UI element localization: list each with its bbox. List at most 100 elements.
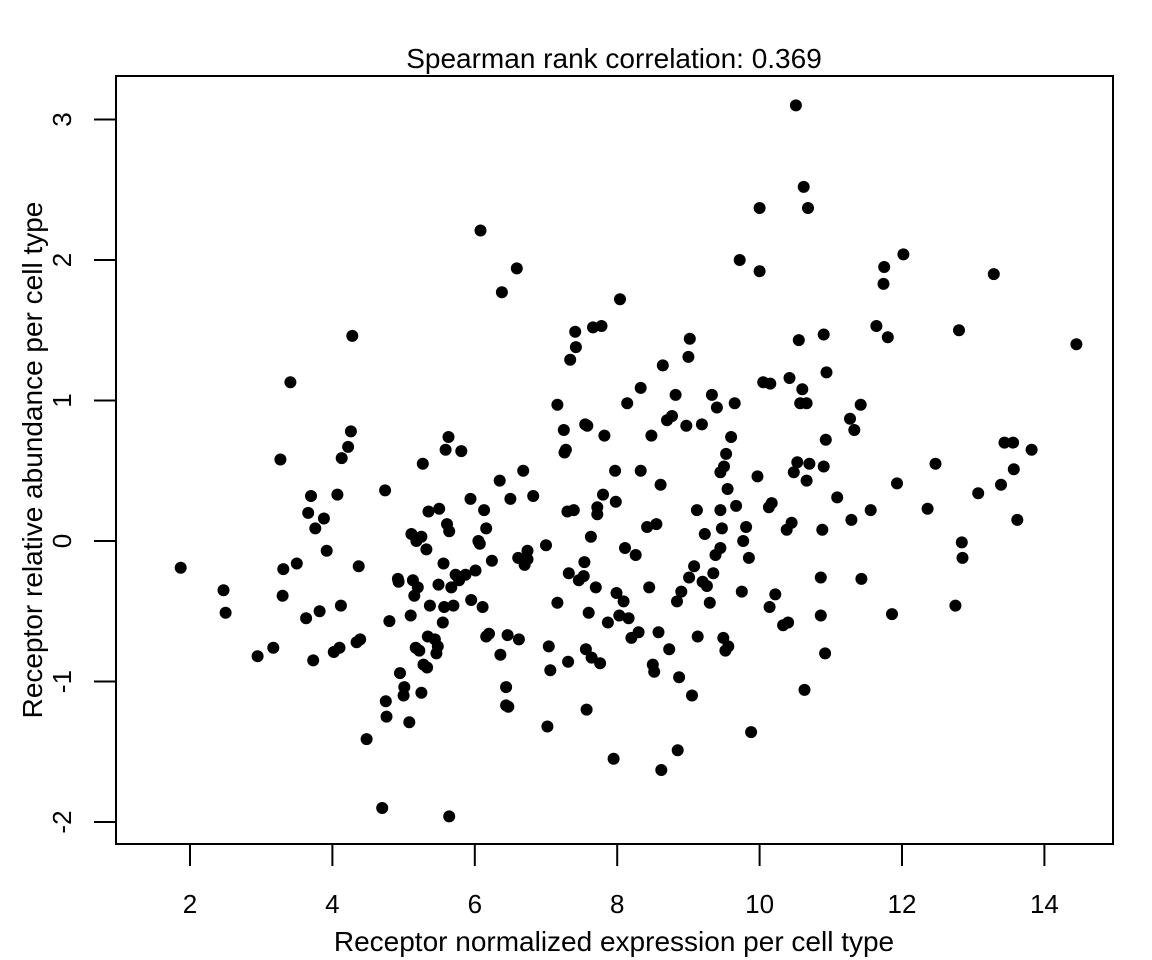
x-tick-label: 6 [468,889,482,919]
data-point [891,477,903,490]
data-point [510,262,523,275]
data-point [682,350,695,363]
data-point [737,535,750,547]
data-point [669,388,682,401]
data-point [1070,338,1083,351]
data-point [219,606,232,619]
data-point [629,549,642,561]
data-point [501,629,514,642]
data-point [581,419,594,432]
data-point [800,474,813,487]
data-point [953,324,965,337]
data-point [742,551,755,564]
data-point [577,570,590,583]
y-tick-label: 0 [47,534,77,548]
data-point [715,522,728,535]
data-point [949,599,962,612]
data-point [334,599,347,612]
data-point [789,99,802,112]
data-point [360,733,373,746]
data-point [735,585,748,598]
data-point [174,561,187,574]
data-point [733,254,746,266]
data-point [379,484,392,497]
data-point [436,616,449,629]
data-point [764,377,777,390]
data-point [803,457,816,470]
data-point [855,572,868,585]
data-point [797,180,810,193]
data-point [474,224,487,237]
data-point [443,810,456,823]
data-point [881,331,894,344]
data-point [442,431,455,443]
data-point [1007,463,1020,476]
data-point [705,388,718,401]
data-point [598,429,611,442]
data-point [819,433,832,446]
data-point [309,522,322,535]
data-point [447,599,460,612]
data-point [870,320,883,332]
data-point [267,641,280,654]
data-point [493,474,506,487]
data-point [594,657,607,670]
data-point [725,431,738,443]
data-point [673,671,686,684]
data-point [421,661,434,674]
data-point [877,277,890,290]
data-point [346,329,359,342]
data-point [1011,513,1024,526]
data-point [469,564,482,577]
data-point [614,293,626,306]
data-point [921,502,934,515]
data-point [753,202,766,214]
data-point [464,492,477,505]
data-point [695,418,708,431]
data-point [632,626,645,639]
data-point [878,261,891,273]
data-point [579,643,592,656]
data-point [420,543,433,556]
x-axis: 2 4 6 8 10 12 14 [183,843,1059,919]
data-point [589,581,602,594]
data-point [582,606,595,619]
data-point [300,612,313,625]
data-point [342,440,355,453]
data-point [473,537,486,550]
data-point [494,648,507,661]
x-tick-label: 4 [325,889,339,919]
data-point [422,505,435,518]
data-point [542,640,555,653]
data-point [819,647,832,660]
data-point [459,568,472,581]
data-point [416,457,429,470]
data-point [521,544,534,557]
data-point [745,726,758,739]
data-point [251,650,264,663]
data-point [714,542,727,554]
data-point [398,681,411,694]
data-point [816,523,829,536]
data-point [654,478,667,491]
data-point [995,478,1007,491]
data-point [792,334,805,347]
data-point [720,447,733,460]
data-point [485,554,498,567]
data-point [765,497,778,510]
data-point [791,456,804,469]
data-point [394,667,406,680]
data-point [634,464,647,477]
data-point [666,410,678,422]
data-point [955,536,968,549]
chart-title: Spearman rank correlation: 0.369 [406,43,822,74]
data-point [617,595,630,608]
data-point [559,443,572,456]
data-point [551,398,564,411]
data-point [730,499,743,512]
data-point [445,581,458,594]
data-point [609,495,622,508]
data-point [443,525,456,538]
data-point [643,581,656,594]
